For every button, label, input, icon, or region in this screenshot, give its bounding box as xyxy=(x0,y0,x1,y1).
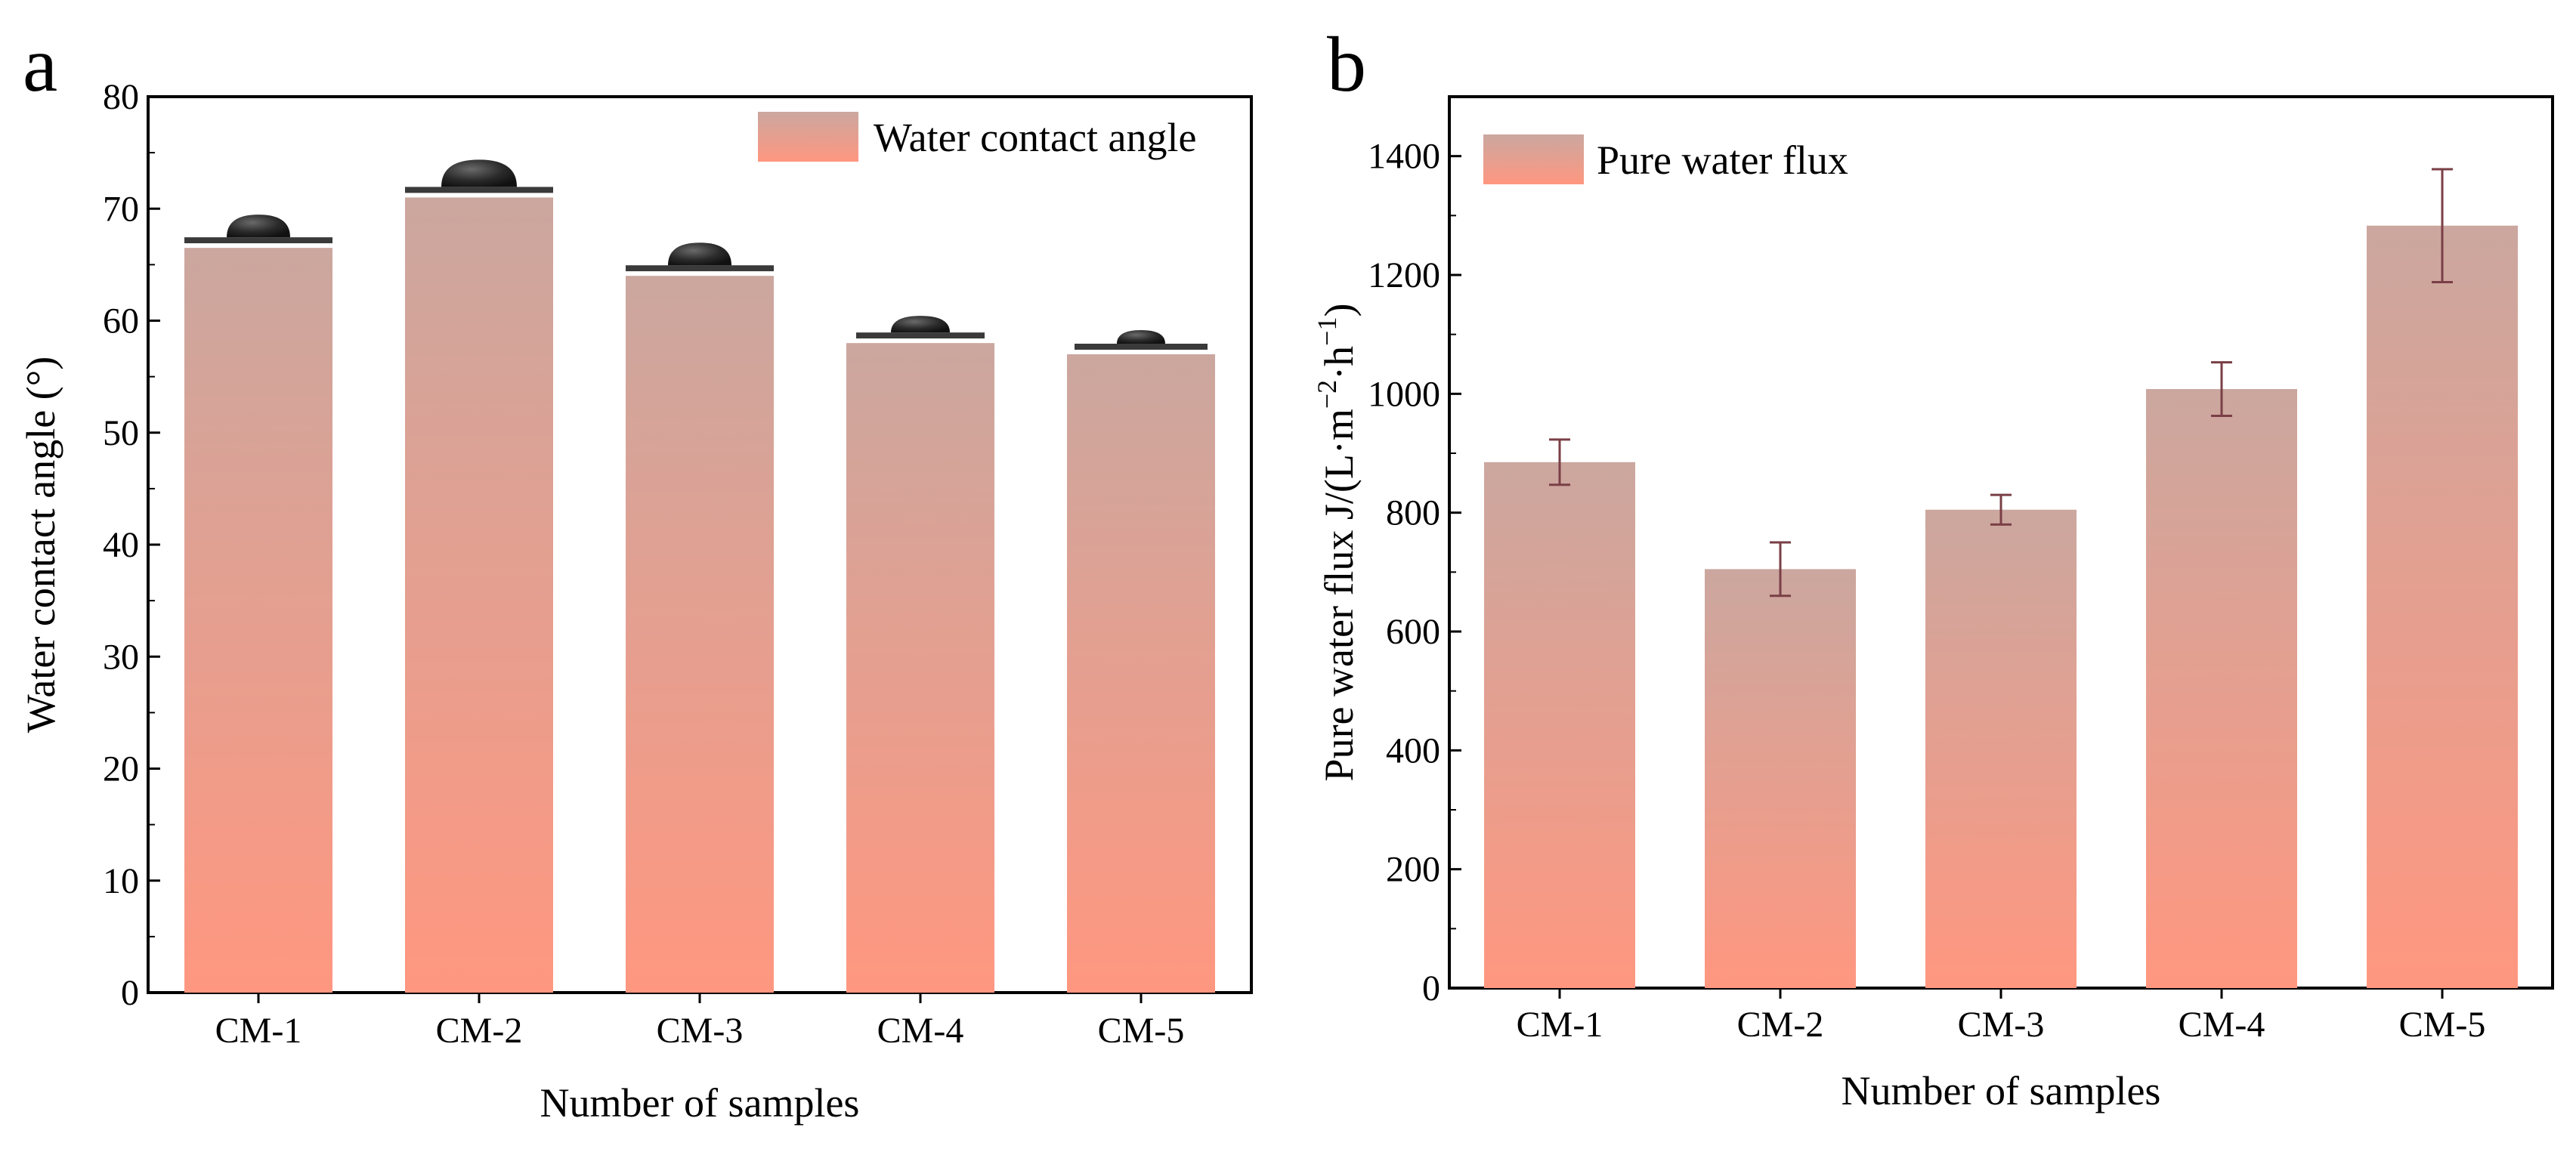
bar xyxy=(1067,354,1215,993)
droplet-substrate xyxy=(1075,343,1208,350)
x-tick-label: CM-3 xyxy=(1958,1005,2045,1045)
y-tick-label: 200 xyxy=(1386,850,1440,890)
y-tick-label: 0 xyxy=(1422,968,1440,1008)
droplet-gap xyxy=(405,193,553,196)
bar xyxy=(1484,462,1635,988)
y-tick-label: 30 xyxy=(103,637,139,677)
droplet-gap xyxy=(184,243,332,247)
panel-a-y-axis-title: Water contact angle (°) xyxy=(18,357,63,733)
bar xyxy=(405,197,553,993)
bar xyxy=(2146,389,2297,988)
droplet-substrate xyxy=(405,187,553,193)
panel-b-bars xyxy=(1484,168,2518,988)
y-tick-label: 1000 xyxy=(1368,374,1440,414)
legend-swatch-water-contact-angle xyxy=(758,112,858,162)
y-tick-label: 1400 xyxy=(1368,137,1440,177)
panel-b-y-axis-title-end: ) xyxy=(1316,304,1362,317)
x-tick-label: CM-2 xyxy=(1737,1005,1824,1045)
panel-a-chart: 0 10 20 30 40 50 60 70 80 CM-1 CM-2 CM-3 CM-4 CM-5 W… xyxy=(18,77,1253,1126)
panel-b-y-axis-title-sup1: −2 xyxy=(1312,380,1342,409)
water-droplet xyxy=(441,159,517,187)
panel-b-y-axis-title: Pure water flux J/(L·m−2·h−1) xyxy=(1312,304,1362,782)
droplet-gap xyxy=(626,271,774,275)
water-droplet xyxy=(668,242,731,266)
bar xyxy=(626,276,774,993)
x-tick-label: CM-4 xyxy=(877,1011,964,1051)
legend-label-water-contact-angle: Water contact angle xyxy=(874,115,1196,160)
x-tick-label: CM-2 xyxy=(436,1011,523,1051)
legend-swatch-pure-water-flux xyxy=(1483,134,1584,184)
droplet-substrate xyxy=(626,265,774,272)
bar xyxy=(846,343,994,993)
y-tick-label: 600 xyxy=(1386,612,1440,652)
bar xyxy=(1925,509,2077,988)
panel-label-b: b xyxy=(1327,21,1366,108)
water-droplet xyxy=(1117,329,1165,344)
y-tick-label: 70 xyxy=(103,189,139,229)
y-tick-label: 40 xyxy=(103,525,139,565)
panel-label-a: a xyxy=(23,21,57,108)
legend-label-pure-water-flux: Pure water flux xyxy=(1597,137,1848,183)
panel-b-y-axis-title-main: Pure water flux J/(L·m xyxy=(1316,409,1362,781)
panel-a-x-axis-title: Number of samples xyxy=(540,1080,860,1126)
bar xyxy=(184,248,332,993)
x-tick-label: CM-4 xyxy=(2179,1005,2265,1045)
x-tick-label: CM-1 xyxy=(1517,1005,1603,1045)
bar xyxy=(2367,225,2518,988)
panel-a-x-axis: CM-1 CM-2 CM-3 CM-4 CM-5 xyxy=(215,993,1185,1051)
bar xyxy=(1705,569,1856,988)
water-droplet xyxy=(227,215,290,238)
x-tick-label: CM-5 xyxy=(2399,1005,2486,1045)
panel-b-y-axis-title-sup2: −1 xyxy=(1312,317,1342,346)
y-tick-label: 1200 xyxy=(1368,255,1440,295)
droplet-substrate xyxy=(184,237,332,244)
droplet-gap xyxy=(1075,349,1208,353)
y-tick-label: 50 xyxy=(103,413,139,453)
panel-b-y-axis-title-mid: ·h xyxy=(1316,346,1362,380)
panel-b-legend: Pure water flux xyxy=(1483,134,1848,184)
panel-a-y-axis: 0 10 20 30 40 50 60 70 80 xyxy=(103,77,160,1013)
panel-a-legend: Water contact angle xyxy=(758,112,1196,162)
droplet-gap xyxy=(856,338,985,342)
y-tick-label: 0 xyxy=(121,973,139,1013)
panel-b-x-axis: CM-1 CM-2 CM-3 CM-4 CM-5 xyxy=(1517,988,2486,1045)
x-tick-label: CM-3 xyxy=(657,1011,744,1051)
y-tick-label: 10 xyxy=(103,861,139,901)
y-tick-label: 20 xyxy=(103,749,139,789)
y-tick-label: 60 xyxy=(103,301,139,341)
water-droplet xyxy=(891,316,950,333)
panel-b-y-axis: 0 200 400 600 800 1000 1200 1400 xyxy=(1368,137,1461,1008)
droplet-substrate xyxy=(856,332,985,339)
panel-a-bars xyxy=(184,159,1215,993)
panel-b-x-axis-title: Number of samples xyxy=(1842,1068,2161,1113)
x-tick-label: CM-5 xyxy=(1098,1011,1185,1051)
y-tick-label: 80 xyxy=(103,77,139,117)
y-tick-label: 400 xyxy=(1386,730,1440,771)
x-tick-label: CM-1 xyxy=(215,1011,302,1051)
y-tick-label: 800 xyxy=(1386,493,1440,533)
